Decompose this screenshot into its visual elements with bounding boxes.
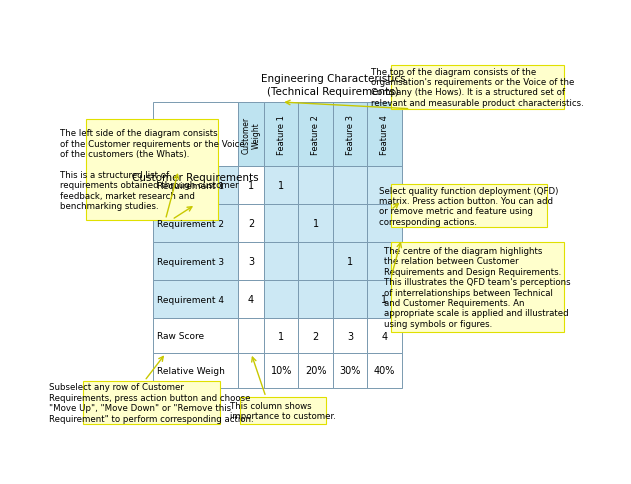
Bar [367, 243, 401, 281]
Text: 1: 1 [278, 181, 285, 191]
Bar [298, 243, 333, 281]
Bar [333, 353, 367, 388]
Text: Feature 1: Feature 1 [277, 115, 286, 155]
Bar [367, 167, 401, 205]
Bar [333, 103, 367, 167]
Bar [238, 318, 264, 353]
Bar [153, 318, 238, 353]
Text: Requirement 1: Requirement 1 [157, 182, 224, 191]
Text: Engineering Characteristics
(Technical Requirements): Engineering Characteristics (Technical R… [261, 74, 405, 97]
Bar [298, 318, 333, 353]
Bar [391, 65, 565, 109]
Text: 10%: 10% [271, 365, 292, 376]
Bar [153, 281, 238, 318]
Text: 3: 3 [347, 331, 353, 341]
Bar [391, 242, 565, 332]
Bar [264, 281, 298, 318]
Bar [264, 243, 298, 281]
Bar [83, 381, 220, 424]
Bar [86, 120, 218, 220]
Bar [367, 353, 401, 388]
Text: 40%: 40% [374, 365, 395, 376]
Bar [367, 318, 401, 353]
Text: 2: 2 [312, 331, 319, 341]
Bar [238, 281, 264, 318]
Text: 1: 1 [278, 331, 285, 341]
Bar [240, 397, 326, 424]
Bar [298, 281, 333, 318]
Bar [298, 205, 333, 243]
Text: This column shows
importance to customer.: This column shows importance to customer… [230, 401, 336, 420]
Text: The top of the diagram consists of the
organisation's requirements or the Voice : The top of the diagram consists of the o… [371, 67, 584, 107]
Text: 1: 1 [347, 257, 353, 267]
Text: Requirement 2: Requirement 2 [157, 219, 224, 228]
Text: Select quality function deployment (QFD)
matrix. Press action button. You can ad: Select quality function deployment (QFD)… [379, 186, 559, 227]
Bar [367, 281, 401, 318]
Bar [333, 281, 367, 318]
Bar [153, 353, 238, 388]
Bar [264, 205, 298, 243]
Bar [153, 205, 238, 243]
Bar [264, 318, 298, 353]
Bar [333, 243, 367, 281]
Bar [264, 167, 298, 205]
Text: 4: 4 [381, 331, 387, 341]
Bar [153, 167, 238, 205]
Bar [153, 103, 238, 167]
Bar [238, 103, 264, 167]
Bar [153, 243, 238, 281]
Text: Feature 2: Feature 2 [311, 115, 320, 155]
Bar [333, 318, 367, 353]
Text: Customer
Weight: Customer Weight [241, 117, 261, 153]
Bar [298, 167, 333, 205]
Bar [264, 103, 298, 167]
Bar [367, 205, 401, 243]
Bar [298, 103, 333, 167]
Text: Feature 3: Feature 3 [346, 115, 355, 155]
Text: 4: 4 [248, 295, 254, 305]
Text: Requirement 4: Requirement 4 [157, 295, 224, 304]
Bar [333, 205, 367, 243]
Bar [367, 103, 401, 167]
Text: 30%: 30% [339, 365, 361, 376]
Text: 1: 1 [381, 295, 387, 305]
Text: The centre of the diagram highlights
the relation between Customer
Requirements : The centre of the diagram highlights the… [384, 246, 571, 328]
Bar [333, 167, 367, 205]
Bar [298, 353, 333, 388]
Text: Subselect any row of Customer
Requirements, press action button and choose
"Move: Subselect any row of Customer Requiremen… [49, 382, 254, 423]
Text: Requirement 3: Requirement 3 [157, 257, 224, 266]
Text: 1: 1 [248, 181, 254, 191]
Text: Customer Requirements: Customer Requirements [133, 173, 259, 183]
Text: Feature 4: Feature 4 [380, 115, 389, 155]
Bar [238, 243, 264, 281]
Text: 3: 3 [248, 257, 254, 267]
Text: 20%: 20% [305, 365, 326, 376]
Text: The left side of the diagram consists
of the Customer requirements or the Voice
: The left side of the diagram consists of… [60, 129, 245, 211]
Bar [238, 167, 264, 205]
Bar [238, 205, 264, 243]
Text: Relative Weigh: Relative Weigh [157, 366, 225, 375]
Bar [264, 353, 298, 388]
Text: 1: 1 [312, 219, 319, 229]
Text: 2: 2 [248, 219, 254, 229]
Bar [391, 185, 547, 227]
Text: Raw Score: Raw Score [157, 332, 204, 340]
Bar [238, 353, 264, 388]
